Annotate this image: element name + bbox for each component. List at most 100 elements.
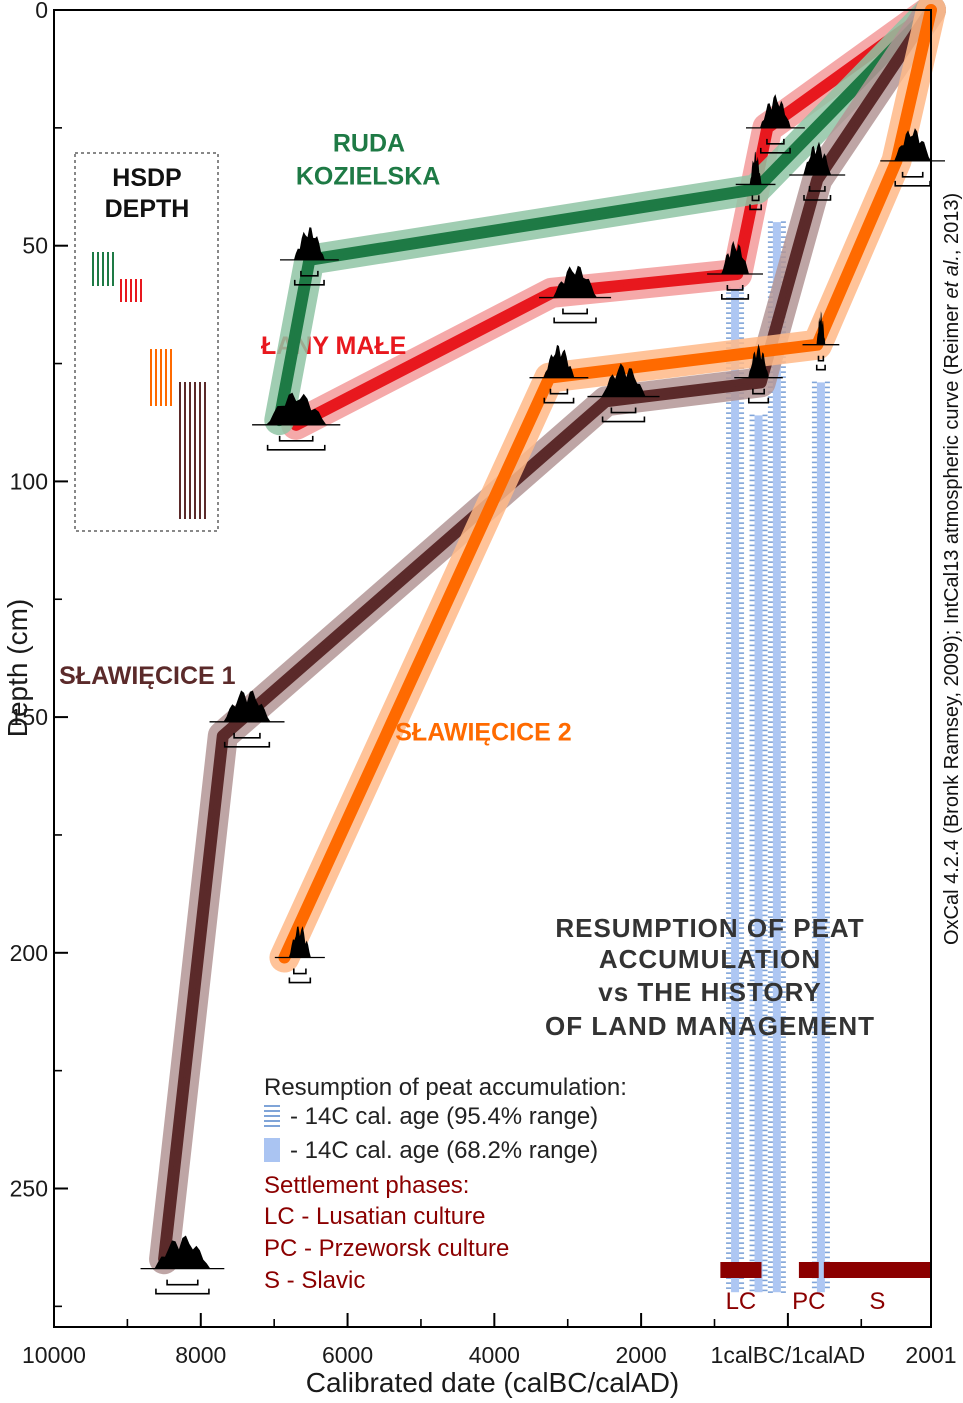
legend-lc: LC - Lusatian culture xyxy=(264,1203,485,1230)
date-distribution xyxy=(288,926,311,958)
series-label: SŁAWIĘCICE 1 xyxy=(59,662,236,690)
legend-settlement-heading: Settlement phases: xyxy=(264,1172,469,1199)
date-range-95 xyxy=(749,204,762,211)
resumption-bands xyxy=(726,221,830,1293)
resumption-band-68 xyxy=(772,222,781,1293)
resumption-title-line1: RESUMPTION OF PEAT xyxy=(555,913,864,943)
date-range-68 xyxy=(562,308,588,315)
phase-label: PC xyxy=(792,1288,825,1315)
x-tick-label: 10000 xyxy=(22,1342,86,1368)
date-range-95 xyxy=(543,397,575,404)
resumption-title-line4: OF LAND MANAGEMENT xyxy=(545,1011,875,1041)
date-range-95 xyxy=(721,293,750,300)
x-axis-title: Calibrated date (calBC/calAD) xyxy=(306,1367,680,1398)
x-tick-label: 2001 xyxy=(905,1342,956,1368)
date-distribution xyxy=(601,363,646,397)
x-tick-label: 2000 xyxy=(616,1342,667,1368)
radiocarbon-dates xyxy=(140,94,945,1295)
series-label: SŁAWIĘCICE 2 xyxy=(395,719,571,747)
date-distribution xyxy=(721,240,749,274)
y-tick-label: 100 xyxy=(10,468,48,494)
date-range-68 xyxy=(751,195,760,202)
date-range-68 xyxy=(292,968,307,975)
y-tick-label: 0 xyxy=(35,0,48,23)
date-distribution xyxy=(266,392,327,425)
phase-bar xyxy=(720,1262,762,1278)
date-distribution xyxy=(223,690,271,722)
calibration-note-part3: , 2013) xyxy=(941,193,963,255)
date-distribution xyxy=(748,343,769,378)
date-distribution xyxy=(803,141,832,175)
hsdp-bars xyxy=(92,252,206,519)
date-range-95 xyxy=(223,741,271,748)
date-range-95 xyxy=(815,364,826,371)
resumption-title-line3: vs THE HISTORY xyxy=(598,977,822,1007)
phase-label: LC xyxy=(726,1288,757,1315)
date-range-95 xyxy=(747,397,770,404)
phase-bar xyxy=(823,1262,931,1278)
date-distribution xyxy=(553,265,598,298)
date-range-68 xyxy=(278,435,314,442)
resumption-band-68 xyxy=(754,415,763,1293)
date-range-95 xyxy=(803,194,832,201)
series-label-ruda: RUDA xyxy=(333,130,405,158)
hsdp-label-line1: HSDP xyxy=(112,164,181,192)
legend-s: S - Slavic xyxy=(264,1267,365,1294)
legend-68-swatch xyxy=(264,1138,280,1162)
calibration-note-part2: et al. xyxy=(941,255,963,298)
legend-heading: Resumption of peat accumulation: xyxy=(264,1074,627,1101)
phase-bar xyxy=(798,1262,819,1278)
hsdp-depth-box: HSDP DEPTH xyxy=(74,152,219,532)
resumption-band-68 xyxy=(816,382,825,1293)
hsdp-label-line2: DEPTH xyxy=(105,195,190,223)
date-range-95 xyxy=(601,416,646,423)
series-line xyxy=(163,9,932,1260)
date-distribution xyxy=(749,151,762,185)
chart-labels: RESUMPTION OF PEAT ACCUMULATION vs THE H… xyxy=(264,193,963,1294)
date-range-68 xyxy=(726,284,744,291)
date-range-95 xyxy=(155,1288,210,1295)
y-tick-label: 200 xyxy=(10,940,48,966)
calibration-note: OxCal 4.2.4 (Bronk Ramsey, 2009); IntCal… xyxy=(941,193,963,945)
date-distribution xyxy=(894,128,931,161)
x-tick-label: 4000 xyxy=(469,1342,520,1368)
date-distribution xyxy=(543,344,575,378)
date-range-68 xyxy=(766,138,785,145)
series-label-kozielska: KOZIELSKA xyxy=(296,163,440,191)
legend-item-68: - 14C cal. age (68.2% range) xyxy=(290,1137,598,1164)
date-range-68 xyxy=(610,407,637,414)
legend-item-95: - 14C cal. age (95.4% range) xyxy=(290,1103,598,1130)
legend-pc: PC - Przeworsk culture xyxy=(264,1235,509,1262)
y-axis-title: Depth (cm) xyxy=(2,599,33,737)
resumption-band-68 xyxy=(731,288,740,1293)
y-tick-label: 150 xyxy=(10,704,48,730)
date-distribution xyxy=(293,227,325,260)
legend-95-swatch xyxy=(264,1105,280,1127)
settlement-phases: LC PC S xyxy=(720,1262,931,1315)
y-tick-label: 250 xyxy=(10,1176,48,1202)
date-range-68 xyxy=(233,732,261,739)
date-range-68 xyxy=(901,171,924,178)
series-line xyxy=(278,9,932,421)
date-range-68 xyxy=(166,1279,199,1286)
date-range-68 xyxy=(549,388,569,395)
date-distribution xyxy=(816,311,826,345)
date-distribution xyxy=(760,94,791,128)
phase-label: S xyxy=(869,1288,885,1315)
date-range-68 xyxy=(817,355,825,362)
x-tick-label: 6000 xyxy=(322,1342,373,1368)
resumption-title-line2: ACCUMULATION xyxy=(599,944,821,974)
date-range-95 xyxy=(553,317,597,324)
series-label: RUDA KOZIELSKA xyxy=(296,130,440,191)
date-range-95 xyxy=(266,444,326,451)
date-range-68 xyxy=(300,270,319,277)
date-range-95 xyxy=(293,279,325,286)
y-tick-label: 50 xyxy=(22,233,48,259)
date-range-68 xyxy=(808,185,826,192)
x-tick-label: 1calBC/1calAD xyxy=(711,1342,866,1368)
date-range-68 xyxy=(752,388,765,395)
date-range-95 xyxy=(759,147,791,154)
